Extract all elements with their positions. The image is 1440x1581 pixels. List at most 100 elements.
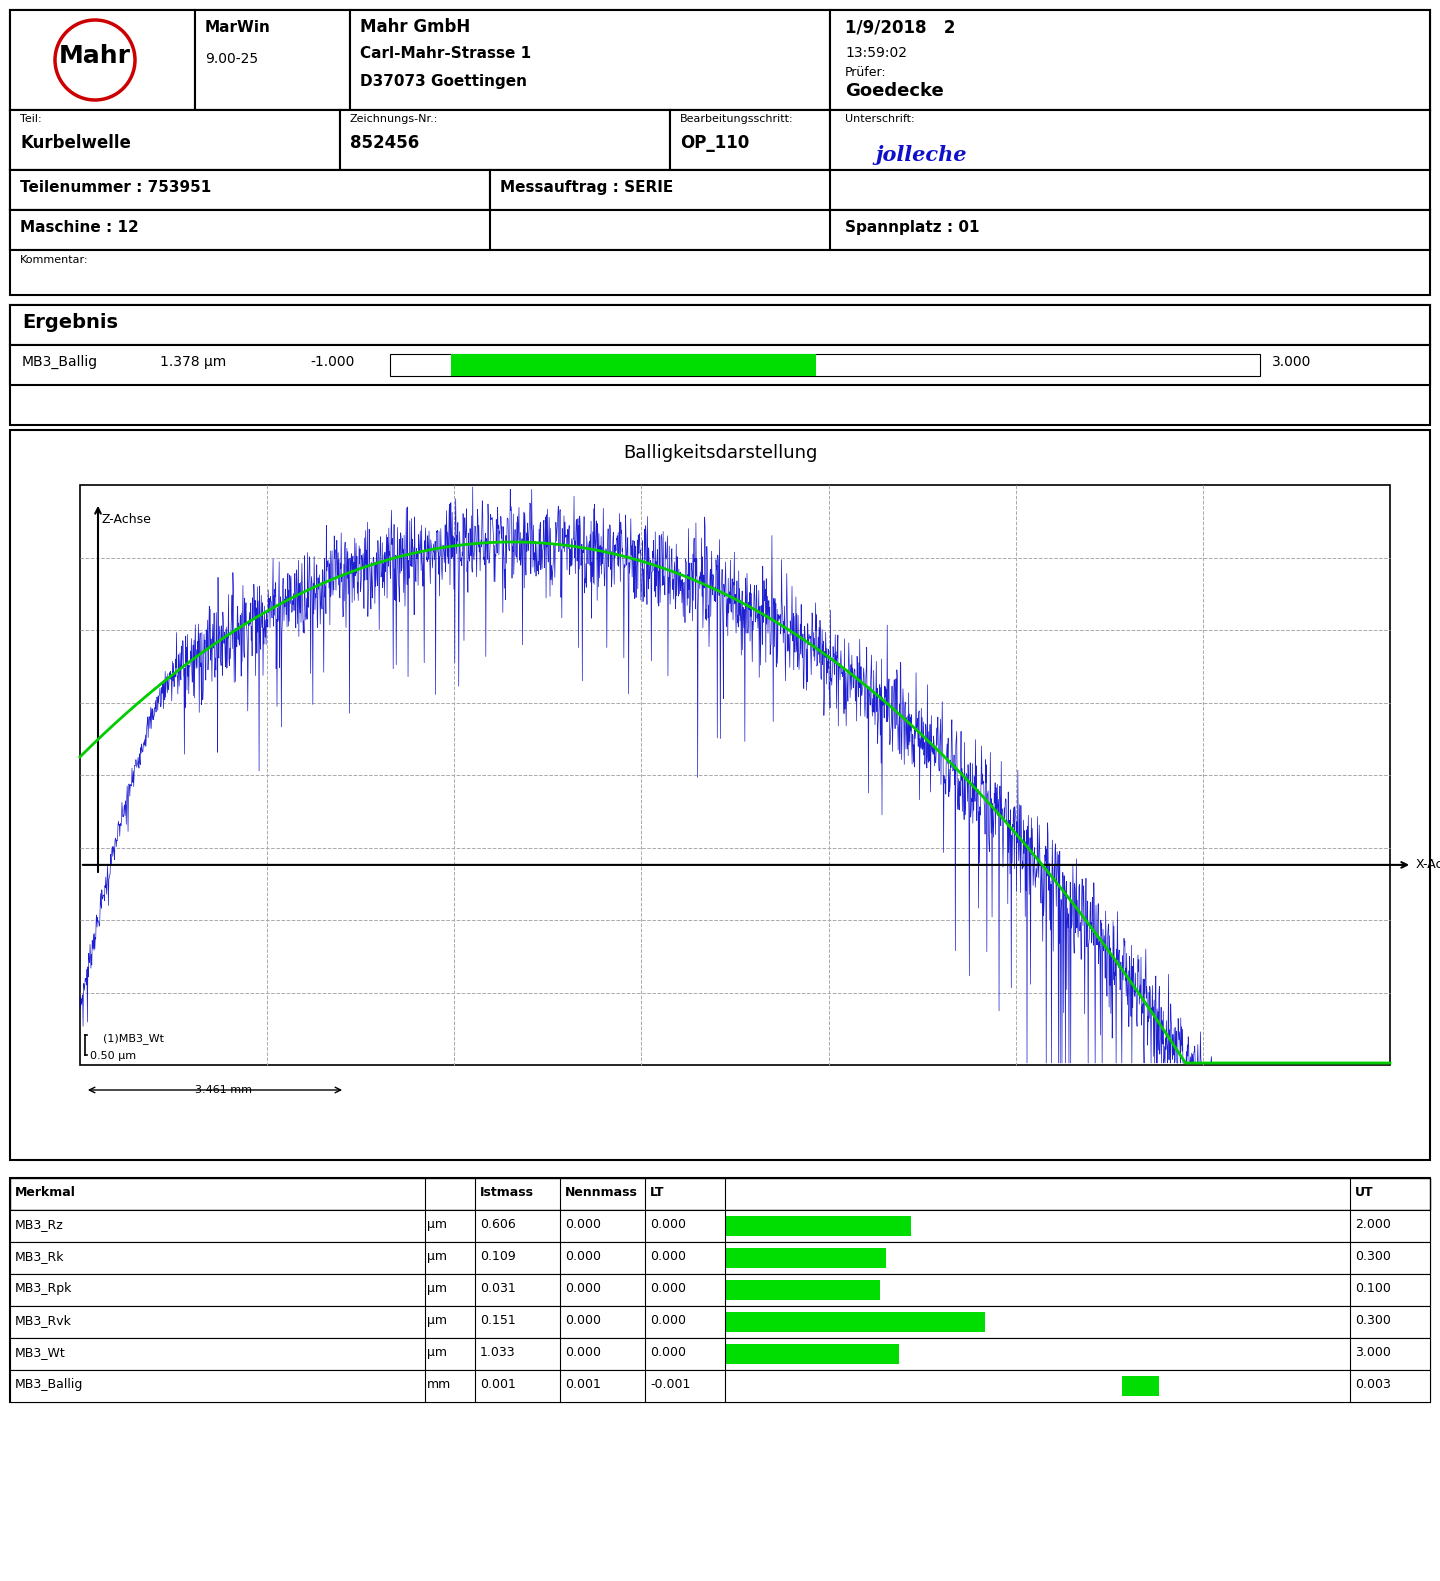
Text: MB3_Ballig: MB3_Ballig (14, 1379, 84, 1391)
Text: Kurbelwelle: Kurbelwelle (20, 134, 131, 152)
Text: MB3_Wt: MB3_Wt (14, 1345, 66, 1360)
Text: 0.000: 0.000 (564, 1251, 600, 1263)
Text: (1)MB3_Wt: (1)MB3_Wt (104, 1032, 164, 1043)
Bar (390, 354, 1260, 376)
Text: µm: µm (428, 1345, 446, 1360)
Text: jolleche: jolleche (876, 145, 966, 164)
Text: 0.50 µm: 0.50 µm (89, 1051, 137, 1061)
Text: 2.000: 2.000 (1355, 1217, 1391, 1232)
Text: Merkmal: Merkmal (14, 1186, 76, 1198)
Text: µm: µm (428, 1282, 446, 1295)
Bar (10, 430, 1430, 1160)
Text: µm: µm (428, 1314, 446, 1326)
Bar (829, 111, 1430, 171)
Text: 0.100: 0.100 (1355, 1282, 1391, 1295)
Text: Goedecke: Goedecke (845, 82, 943, 100)
Bar (724, 1216, 912, 1236)
Bar (10, 1274, 1430, 1306)
Text: 0.000: 0.000 (649, 1314, 685, 1326)
Text: 0.000: 0.000 (564, 1345, 600, 1360)
Text: MB3_Ballig: MB3_Ballig (22, 356, 98, 368)
Text: Unterschrift:: Unterschrift: (845, 114, 914, 123)
Bar (10, 111, 340, 171)
Text: Teil:: Teil: (20, 114, 42, 123)
Bar (194, 9, 350, 111)
Text: µm: µm (428, 1217, 446, 1232)
Text: Nennmass: Nennmass (564, 1186, 638, 1198)
Bar (10, 1306, 1430, 1338)
Text: Kommentar:: Kommentar: (20, 255, 88, 266)
Bar (490, 171, 829, 210)
Text: Mahr: Mahr (59, 44, 131, 68)
Bar (10, 111, 1430, 171)
Text: Z-Achse: Z-Achse (102, 512, 151, 526)
Bar (10, 1338, 1430, 1371)
Text: -0.001: -0.001 (649, 1379, 690, 1391)
Text: 3.000: 3.000 (1355, 1345, 1391, 1360)
Text: 0.031: 0.031 (480, 1282, 516, 1295)
Text: Messauftrag : SERIE: Messauftrag : SERIE (500, 180, 674, 194)
Bar (724, 1281, 880, 1300)
Text: 0.300: 0.300 (1355, 1251, 1391, 1263)
Bar (10, 1178, 1430, 1209)
Text: Istmass: Istmass (480, 1186, 534, 1198)
Bar (10, 345, 1430, 386)
Text: 13:59:02: 13:59:02 (845, 46, 907, 60)
Bar (10, 210, 1430, 250)
Text: Teilenummer : 753951: Teilenummer : 753951 (20, 180, 212, 194)
Text: Carl-Mahr-Strasse 1: Carl-Mahr-Strasse 1 (360, 46, 531, 62)
Bar (451, 354, 816, 376)
Text: 0.000: 0.000 (649, 1251, 685, 1263)
Bar (1122, 1377, 1159, 1396)
Bar (829, 9, 1430, 111)
Bar (10, 1243, 1430, 1274)
Bar (724, 1344, 899, 1363)
Bar (10, 250, 1430, 296)
Text: mm: mm (428, 1379, 451, 1391)
Bar (10, 1209, 1430, 1243)
Text: 0.109: 0.109 (480, 1251, 516, 1263)
Text: 0.000: 0.000 (649, 1345, 685, 1360)
Bar (10, 171, 490, 210)
Text: OP_110: OP_110 (680, 134, 749, 152)
Bar (670, 111, 829, 171)
Text: X-Achse: X-Achse (1416, 858, 1440, 871)
Text: D37073 Goettingen: D37073 Goettingen (360, 74, 527, 89)
Text: 1.378 µm: 1.378 µm (160, 356, 226, 368)
Text: UT: UT (1355, 1186, 1374, 1198)
Text: Maschine : 12: Maschine : 12 (20, 220, 138, 236)
Text: 0.003: 0.003 (1355, 1379, 1391, 1391)
Bar (724, 1312, 985, 1331)
Text: 0.300: 0.300 (1355, 1314, 1391, 1326)
Text: 1.033: 1.033 (480, 1345, 516, 1360)
Text: Ergebnis: Ergebnis (22, 313, 118, 332)
Text: 0.001: 0.001 (480, 1379, 516, 1391)
Text: MB3_Rpk: MB3_Rpk (14, 1282, 72, 1295)
Bar (10, 171, 1430, 210)
Text: 0.151: 0.151 (480, 1314, 516, 1326)
Text: µm: µm (428, 1251, 446, 1263)
Bar (10, 210, 490, 250)
Bar (10, 1178, 1430, 1402)
Text: 0.000: 0.000 (649, 1217, 685, 1232)
Text: 852456: 852456 (350, 134, 419, 152)
Bar (350, 9, 829, 111)
Text: 0.000: 0.000 (564, 1217, 600, 1232)
Text: -1.000: -1.000 (310, 356, 354, 368)
Bar (340, 111, 670, 171)
Text: 0.000: 0.000 (564, 1282, 600, 1295)
Text: MB3_Rz: MB3_Rz (14, 1217, 63, 1232)
Text: MarWin: MarWin (204, 21, 271, 35)
Bar (10, 9, 1430, 111)
Text: 0.000: 0.000 (649, 1282, 685, 1295)
Bar (10, 305, 1430, 425)
Text: 0.001: 0.001 (564, 1379, 600, 1391)
Text: 0.000: 0.000 (564, 1314, 600, 1326)
Bar (10, 1371, 1430, 1402)
Bar (829, 210, 1430, 250)
Bar (10, 9, 194, 111)
Bar (724, 1249, 886, 1268)
Text: MB3_Rvk: MB3_Rvk (14, 1314, 72, 1326)
Text: MB3_Rk: MB3_Rk (14, 1251, 65, 1263)
Bar (10, 305, 1430, 345)
